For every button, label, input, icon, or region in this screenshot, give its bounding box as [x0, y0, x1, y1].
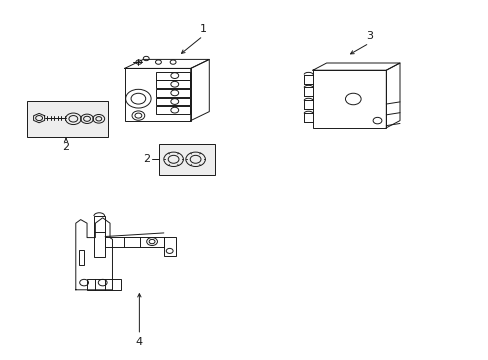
Text: 3: 3 — [365, 31, 372, 41]
Bar — [156, 98, 189, 105]
Bar — [124, 68, 190, 121]
Bar — [156, 72, 189, 80]
Bar — [163, 237, 176, 256]
Bar — [156, 80, 189, 88]
Text: 2: 2 — [143, 154, 150, 164]
Text: 4: 4 — [136, 337, 142, 347]
Bar — [312, 70, 386, 128]
Bar — [156, 106, 189, 114]
Text: 2: 2 — [62, 142, 69, 152]
Text: 1: 1 — [199, 24, 206, 34]
Bar — [159, 144, 215, 175]
Bar — [79, 250, 83, 265]
Bar — [94, 216, 104, 257]
Bar — [87, 279, 121, 290]
Bar — [105, 237, 163, 247]
Bar — [156, 89, 189, 97]
Bar — [27, 101, 107, 137]
